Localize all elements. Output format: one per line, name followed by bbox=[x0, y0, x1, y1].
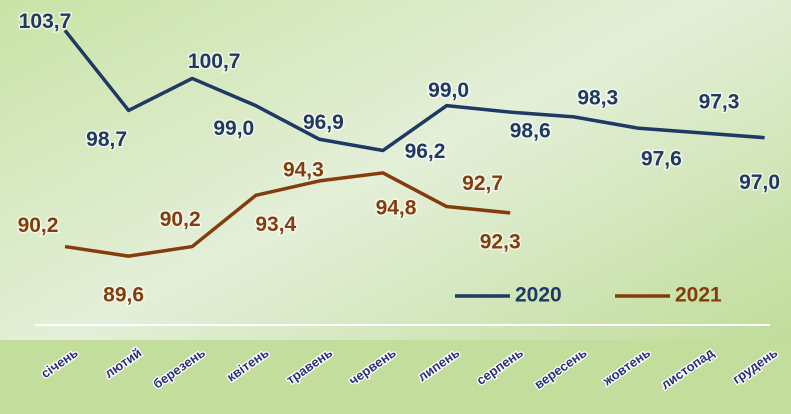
line bbox=[63, 29, 765, 153]
data-label: 92,7 bbox=[462, 172, 503, 195]
data-label: 96,9 bbox=[303, 111, 344, 134]
data-label: 93,4 bbox=[255, 213, 296, 236]
data-label: 100,7 bbox=[188, 50, 241, 73]
data-label: 98,6 bbox=[510, 120, 551, 143]
data-label: 94,3 bbox=[283, 158, 324, 181]
line bbox=[64, 171, 511, 258]
data-label: 97,6 bbox=[641, 148, 682, 171]
legend-label: 2021 bbox=[675, 284, 722, 307]
data-label: 90,2 bbox=[160, 208, 201, 231]
data-label: 97,3 bbox=[699, 90, 740, 113]
data-label: 99,0 bbox=[428, 79, 469, 102]
category-band bbox=[0, 340, 791, 414]
data-label: 103,7 bbox=[19, 10, 72, 33]
data-label: 94,8 bbox=[376, 196, 417, 219]
data-label: 98,7 bbox=[86, 128, 127, 151]
legend-label: 2020 bbox=[515, 284, 562, 307]
data-label: 96,2 bbox=[405, 140, 446, 163]
data-label: 92,3 bbox=[480, 230, 521, 253]
data-label: 97,0 bbox=[739, 171, 780, 194]
data-label: 99,0 bbox=[213, 117, 254, 140]
data-label: 90,2 bbox=[18, 214, 59, 237]
data-label: 98,3 bbox=[577, 86, 618, 109]
data-label: 89,6 bbox=[103, 284, 144, 307]
